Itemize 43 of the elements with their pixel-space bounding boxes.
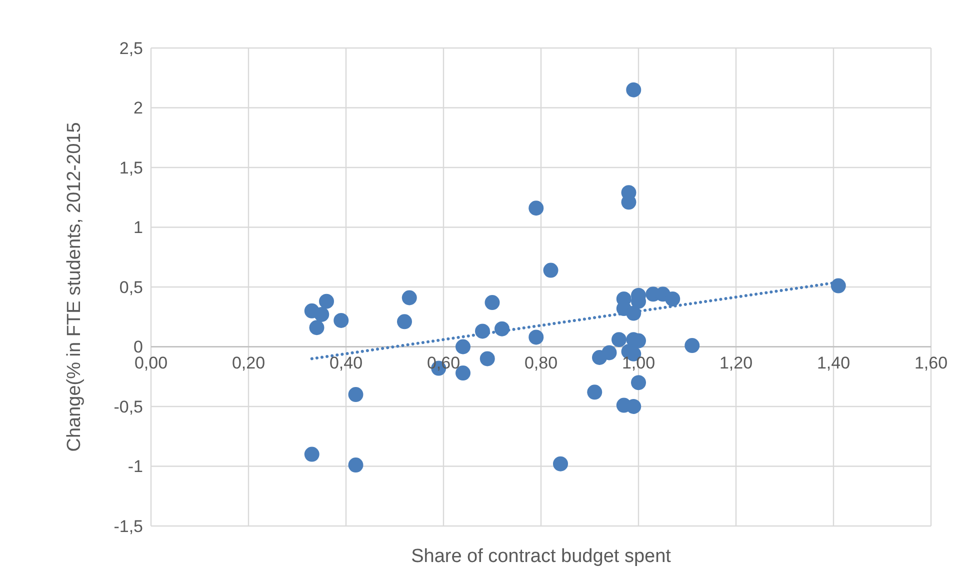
point xyxy=(402,290,417,306)
y-tick-label: 2 xyxy=(134,98,143,118)
y-tick-label: 0,5 xyxy=(119,278,143,297)
point xyxy=(309,320,324,336)
x-tick-label: 0,60 xyxy=(426,353,460,372)
x-tick-label: 0,80 xyxy=(524,353,558,372)
x-tick-label: 0,40 xyxy=(329,353,363,372)
point xyxy=(626,82,642,98)
point xyxy=(397,314,412,330)
point xyxy=(602,345,617,360)
point xyxy=(631,375,646,390)
point xyxy=(348,458,364,473)
point xyxy=(543,262,558,278)
y-axis-title: Change(% in FTE students, 2012-2015 xyxy=(64,122,85,452)
point xyxy=(612,332,626,348)
point xyxy=(484,295,500,310)
point xyxy=(587,384,602,400)
y-tick-label: -1,5 xyxy=(114,516,143,536)
x-axis-title: Share of contract budget spent xyxy=(411,546,672,567)
point xyxy=(314,306,330,322)
point xyxy=(348,387,364,402)
y-tick-label: 2,5 xyxy=(119,38,143,58)
x-tick-label: 1,20 xyxy=(719,353,753,372)
point xyxy=(304,446,320,462)
x-tick-label: 1,40 xyxy=(816,353,850,372)
point xyxy=(684,338,700,354)
point xyxy=(528,330,544,345)
point xyxy=(456,339,470,354)
x-tick-label: 1,60 xyxy=(914,353,948,372)
y-tick-label: -0,5 xyxy=(114,397,143,416)
y-tick-label: 1,5 xyxy=(119,158,143,178)
point xyxy=(319,294,334,309)
x-tick-label: 0,20 xyxy=(232,353,266,372)
point xyxy=(528,200,544,216)
point xyxy=(480,351,495,366)
point xyxy=(665,291,680,306)
y-tick-label: 1 xyxy=(134,218,143,238)
y-tick-label: -1 xyxy=(128,457,143,476)
x-tick-label: 1,00 xyxy=(622,353,656,372)
point xyxy=(830,278,846,294)
point xyxy=(334,312,349,328)
point xyxy=(626,399,642,414)
point xyxy=(553,456,568,472)
